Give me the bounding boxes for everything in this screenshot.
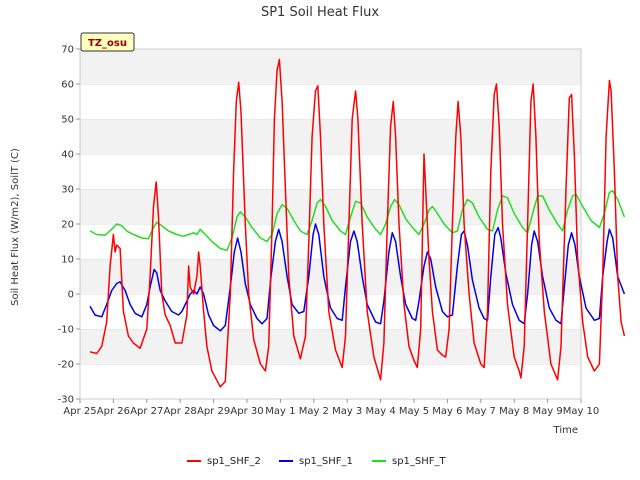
y-tick-label: -10 [58, 325, 74, 336]
grid-band [80, 84, 581, 119]
legend-label-sp1_SHF_T: sp1_SHF_T [392, 456, 447, 467]
y-tick-label: 10 [61, 255, 74, 266]
y-tick-label: -20 [58, 360, 74, 371]
x-tick-label: May 3 [332, 406, 362, 417]
x-tick-label: May 6 [432, 406, 462, 417]
x-tick-label: Apr 29 [197, 406, 230, 417]
x-axis-label: Time [553, 425, 578, 436]
y-tick-label: 40 [61, 150, 74, 161]
badge-box [80, 32, 135, 52]
y-tick-label: 50 [61, 115, 74, 126]
grid-band [80, 49, 581, 84]
y-tick-label: 0 [68, 290, 74, 301]
x-tick-label: Apr 30 [230, 406, 263, 417]
series-line-sp1_SHF_T [89, 190, 626, 252]
grid-bands [80, 48, 581, 399]
x-tick-label: Apr 25 [63, 406, 96, 417]
x-tick-label: May 8 [499, 406, 529, 417]
grid-band [80, 224, 581, 259]
legend-label-sp1_SHF_2: sp1_SHF_2 [207, 456, 261, 467]
x-tick-label: May 10 [563, 406, 600, 417]
grid-band [80, 259, 581, 294]
x-tick-label: May 7 [466, 406, 496, 417]
y-tick-label: 20 [61, 220, 74, 231]
legend: sp1_SHF_2 sp1_SHF_1 sp1_SHF_T [187, 456, 447, 467]
series-line-sp1_SHF_1 [89, 223, 626, 332]
legend-label-sp1_SHF_1: sp1_SHF_1 [299, 456, 353, 467]
x-axis-ticks: Apr 25 Apr 26 Apr 27 Apr 28 Apr 29 Apr 30 May … [63, 399, 599, 417]
station-badge: TZ_osu [80, 32, 135, 52]
badge-label: TZ_osu [88, 38, 127, 49]
y-axis-label: Soil Heat Flux (W/m2), SoilT (C) [10, 148, 21, 306]
y-axis-ticks: -30 -20 -10 0 10 20 30 40 50 60 70 [58, 45, 80, 406]
y-tick-label: 70 [61, 45, 74, 56]
chart-title: SP1 Soil Heat Flux [261, 5, 379, 20]
y-tick-label: 30 [61, 185, 74, 196]
y-tick-label: 60 [61, 80, 74, 91]
y-tick-label: -30 [58, 395, 74, 406]
x-tick-label: May 1 [265, 406, 295, 417]
x-tick-label: May 9 [532, 406, 562, 417]
x-tick-label: Apr 26 [97, 406, 130, 417]
x-tick-label: May 5 [399, 406, 429, 417]
grid-band [80, 119, 581, 154]
grid-band [80, 329, 581, 364]
x-tick-label: May 2 [299, 406, 329, 417]
grid-band [80, 364, 581, 399]
x-tick-label: May 4 [365, 406, 395, 417]
series-line-sp1_SHF_2 [89, 58, 626, 388]
x-tick-label: Apr 28 [164, 406, 197, 417]
x-tick-label: Apr 27 [130, 406, 163, 417]
series-layer [89, 58, 626, 388]
grid-band [80, 154, 581, 189]
